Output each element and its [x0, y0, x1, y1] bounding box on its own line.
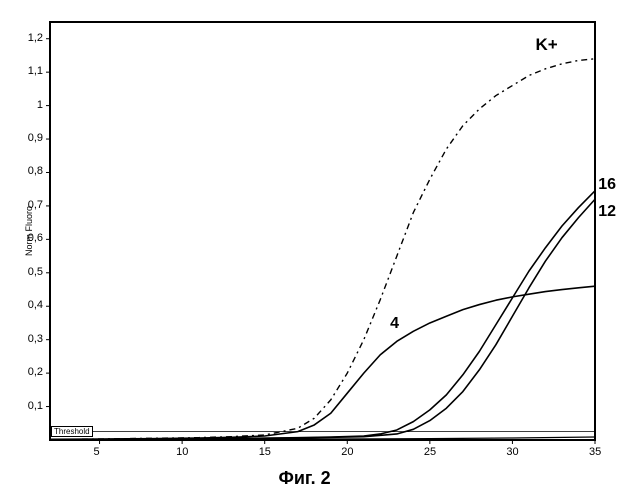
- xtick-label: 5: [94, 446, 100, 458]
- ytick-label: 1,2: [28, 32, 43, 44]
- xtick-label: 20: [341, 446, 353, 458]
- threshold-label: Threshold: [51, 426, 93, 437]
- series-label-4: 4: [390, 315, 399, 333]
- ytick-label: 0,1: [28, 400, 43, 412]
- xtick-label: 15: [259, 446, 271, 458]
- series-label-16: 16: [598, 176, 616, 194]
- chart-container: 0,10,20,30,40,50,60,70,80,911,11,2510152…: [0, 0, 617, 500]
- xtick-label: 35: [589, 446, 601, 458]
- ytick-label: 0,5: [28, 266, 43, 278]
- series-label-12: 12: [598, 203, 616, 221]
- ytick-label: 0,9: [28, 132, 43, 144]
- ytick-label: 1,1: [28, 65, 43, 77]
- ytick-label: 0,8: [28, 165, 43, 177]
- ytick-label: 0,3: [28, 333, 43, 345]
- ytick-label: 0,4: [28, 299, 43, 311]
- y-axis-label: Norm Fluoro: [24, 206, 34, 256]
- ytick-label: 1: [37, 99, 43, 111]
- figure-caption: Фиг. 2: [279, 468, 331, 489]
- series-label-K+: K+: [535, 35, 557, 55]
- ytick-label: 0,2: [28, 366, 43, 378]
- xtick-label: 30: [506, 446, 518, 458]
- xtick-label: 10: [176, 446, 188, 458]
- xtick-label: 25: [424, 446, 436, 458]
